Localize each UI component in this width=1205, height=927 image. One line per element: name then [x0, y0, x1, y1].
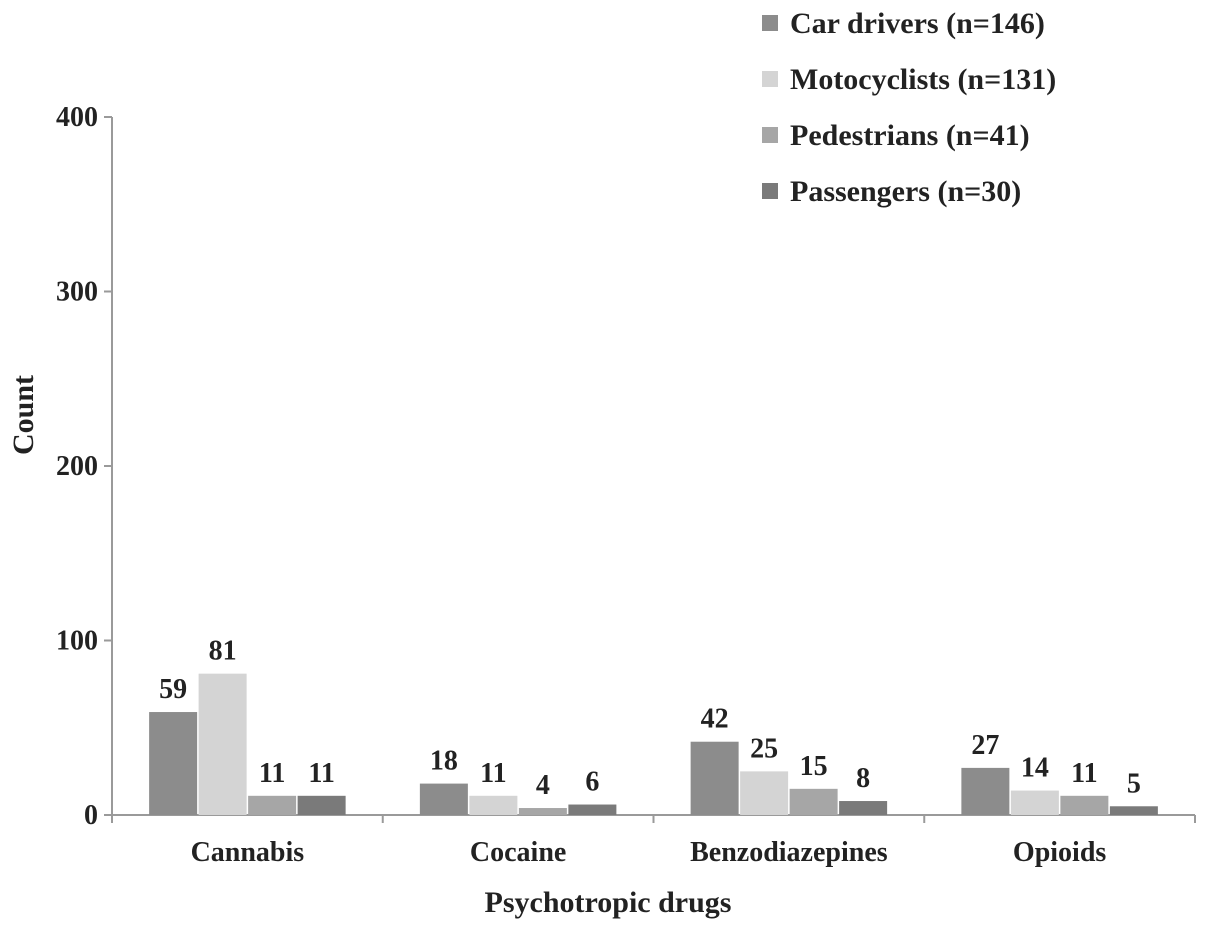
- bar: [1109, 806, 1158, 815]
- y-axis-title: Count: [7, 375, 40, 455]
- x-axis: Cannabis Cocaine Benzodiazepines Opioids: [111, 814, 1196, 868]
- legend-label: Car drivers (n=146): [790, 7, 1045, 40]
- legend-swatch: [762, 71, 778, 87]
- category-label: Opioids: [1013, 837, 1106, 868]
- bar: [839, 801, 888, 815]
- data-label: 27: [971, 730, 999, 761]
- legend: Car drivers (n=146) Motocyclists (n=131) P…: [762, 7, 1056, 208]
- data-label: 4: [536, 770, 550, 801]
- bar: [961, 767, 1010, 815]
- bar: [419, 783, 468, 815]
- bar: [198, 673, 247, 815]
- bar: [248, 795, 297, 815]
- bar: [789, 788, 838, 815]
- bar: [149, 712, 198, 815]
- bar: [1010, 790, 1059, 815]
- bar: [297, 795, 346, 815]
- legend-label: Motocyclists (n=131): [790, 63, 1056, 96]
- data-label: 6: [585, 767, 599, 798]
- data-label: 11: [259, 758, 285, 789]
- data-label: 15: [800, 751, 828, 782]
- legend-swatch: [762, 127, 778, 143]
- bar: [690, 741, 739, 815]
- data-label: 59: [159, 674, 187, 705]
- legend-swatch: [762, 15, 778, 31]
- y-axis: 0 100 200 300 400: [56, 102, 113, 831]
- bar: [1060, 795, 1109, 815]
- y-tick-label: 100: [56, 626, 98, 657]
- y-tick-label: 300: [56, 277, 98, 308]
- data-labels: 59 81 11 11 18 11 4 6 42 25 15 8 27 14 11 5: [159, 636, 1141, 801]
- bars: [149, 673, 1158, 815]
- legend-label: Pedestrians (n=41): [790, 119, 1030, 152]
- x-axis-title: Psychotropic drugs: [485, 886, 732, 919]
- data-label: 42: [701, 704, 729, 735]
- data-label: 11: [308, 758, 334, 789]
- y-tick-label: 0: [84, 800, 98, 831]
- legend-label: Passengers (n=30): [790, 175, 1021, 208]
- category-label: Cannabis: [191, 837, 305, 868]
- data-label: 81: [209, 636, 237, 667]
- category-label: Benzodiazepines: [690, 837, 888, 868]
- data-label: 8: [856, 763, 870, 794]
- bar: [568, 804, 617, 815]
- data-label: 14: [1021, 753, 1049, 784]
- bar: [469, 795, 518, 815]
- data-label: 11: [480, 758, 506, 789]
- y-tick-label: 200: [56, 451, 98, 482]
- data-label: 25: [750, 733, 778, 764]
- bar: [740, 771, 789, 815]
- data-label: 5: [1127, 768, 1141, 799]
- legend-swatch: [762, 183, 778, 199]
- data-label: 18: [430, 746, 458, 777]
- category-label: Cocaine: [470, 837, 566, 868]
- y-tick-label: 400: [56, 102, 98, 133]
- bar: [518, 808, 567, 815]
- data-label: 11: [1071, 758, 1097, 789]
